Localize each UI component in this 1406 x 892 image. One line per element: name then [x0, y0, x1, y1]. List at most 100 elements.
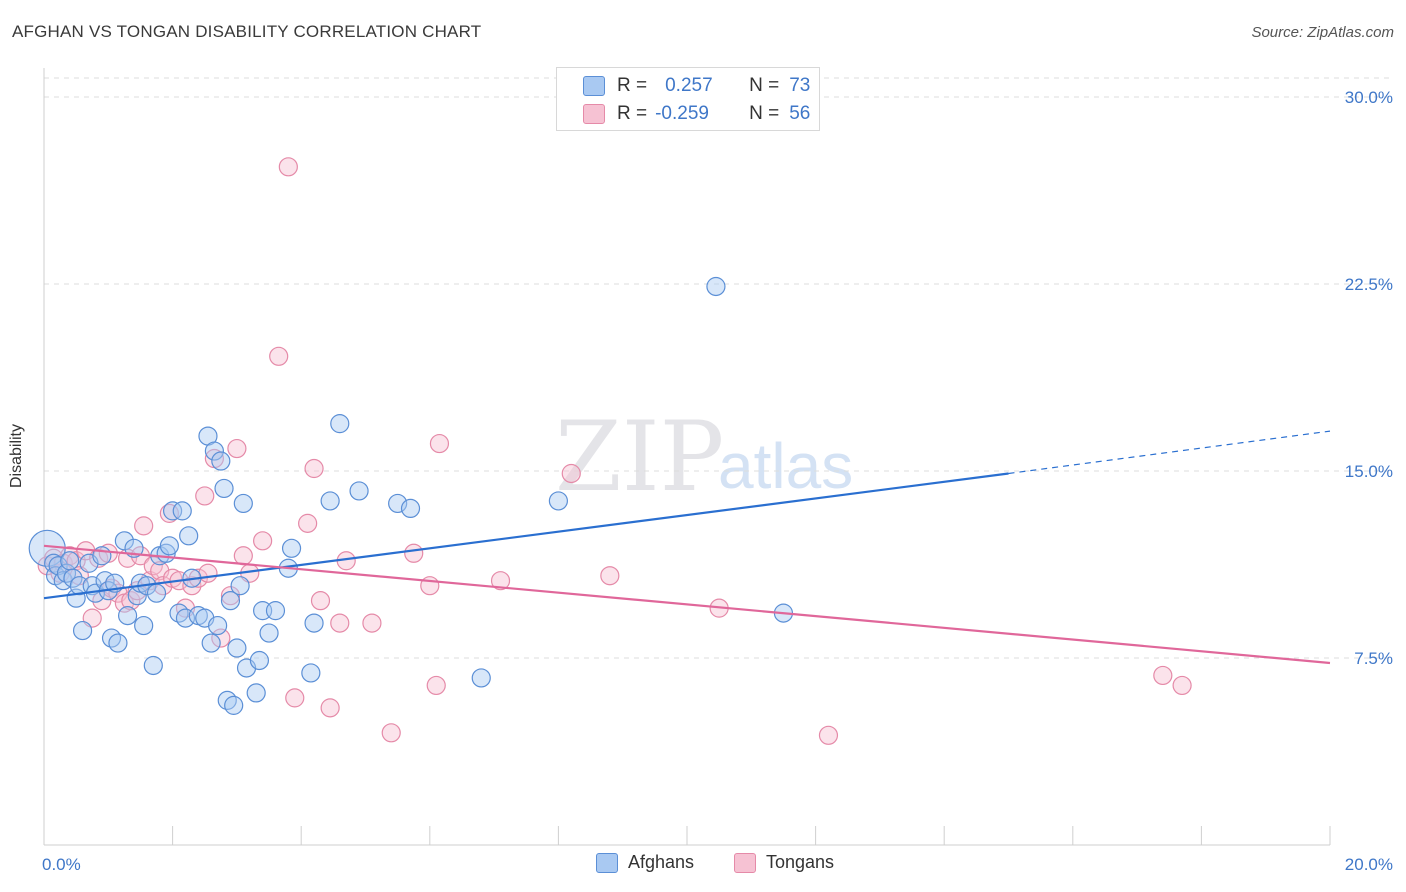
afghans-point — [220, 591, 241, 611]
afghans-point — [117, 606, 138, 626]
tongans-point — [561, 463, 581, 484]
afghans-point — [320, 491, 340, 511]
tongans-point — [182, 576, 202, 596]
afghans-point — [72, 620, 93, 641]
afghans-point — [471, 668, 491, 688]
afghans-point — [548, 491, 569, 511]
x-tick-label: 20.0% — [1345, 855, 1393, 874]
legend-n-value: 56 — [789, 103, 811, 124]
y-tick-label: 15.0% — [1345, 462, 1393, 481]
tongans-point — [320, 698, 340, 718]
legend-item-tongans[interactable]: Tongans — [734, 852, 834, 873]
afghans-point — [259, 623, 279, 643]
legend-row-afghans: R = 0.257 N = 73 — [583, 74, 810, 98]
afghans-legend-swatch — [596, 852, 618, 873]
afghans-point — [159, 536, 179, 556]
afghans-point — [265, 601, 286, 621]
tongans-point — [429, 433, 450, 454]
legend-n-label: N = — [749, 103, 780, 124]
tongans-point — [220, 586, 241, 606]
afghans-point — [349, 481, 369, 501]
tongans-point — [134, 516, 154, 536]
afghans-point — [233, 493, 253, 514]
tongans-point — [362, 613, 382, 633]
afghans-point — [60, 551, 80, 571]
tongans-point — [818, 725, 839, 745]
tongans-point — [285, 688, 305, 708]
tongans-point — [298, 513, 318, 533]
afghans-point — [330, 414, 350, 434]
afghans-point — [56, 563, 77, 583]
tongans-point — [195, 486, 215, 506]
correlation-legend: R = 0.257 N = 73 R = -0.259 N = 56 — [556, 67, 820, 131]
afghans-point — [304, 613, 324, 633]
legend-row-tongans: R = -0.259 N = 56 — [583, 102, 810, 126]
y-tick-label: 22.5% — [1345, 275, 1393, 294]
afghans-point — [204, 441, 224, 461]
trend-lines — [43, 430, 1331, 665]
tongans-point — [121, 591, 141, 611]
series-legend: Afghans Tongans — [0, 852, 1406, 878]
tongans-point — [404, 543, 424, 563]
afghans-point — [201, 633, 221, 653]
afghans-swatch — [583, 76, 605, 96]
afghans-trend-line — [43, 472, 1009, 600]
legend-item-afghans[interactable]: Afghans — [596, 852, 694, 873]
x-tick-labels: 0.0% 20.0% — [42, 855, 1393, 874]
afghans-point — [63, 568, 83, 588]
afghans-legend-label: Afghans — [628, 852, 695, 872]
tongans-point — [600, 566, 620, 586]
tongans-point — [426, 675, 446, 696]
afghans-point — [134, 615, 154, 636]
afghans-point — [224, 695, 244, 715]
legend-n-label: N = — [749, 75, 780, 96]
legend-r-value: 0.257 — [665, 75, 713, 96]
source-label: Source: ZipAtlas.com — [1251, 24, 1394, 41]
tongans-point — [1153, 665, 1173, 686]
tongans-point — [198, 563, 218, 583]
afghans-point — [114, 531, 134, 551]
legend-r-label: R = — [617, 75, 648, 96]
y-tick-label: 7.5% — [1354, 649, 1393, 668]
chart-title: AFGHAN VS TONGAN DISABILITY CORRELATION … — [12, 22, 482, 41]
afghans-point — [214, 478, 234, 499]
legend-r-label: R = — [617, 103, 648, 124]
tongans-point — [269, 346, 289, 366]
y-tick-labels: 7.5% 15.0% 22.5% 30.0% — [1345, 88, 1393, 668]
x-tick-label: 0.0% — [42, 855, 81, 874]
legend-r-value: -0.259 — [655, 103, 709, 124]
axes — [43, 68, 1331, 846]
tongans-point — [211, 628, 231, 648]
afghans-point — [230, 576, 250, 596]
afghans-point — [172, 501, 192, 521]
afghans-trend-extension — [1008, 430, 1331, 475]
legend-n-value: 73 — [789, 75, 811, 96]
afghans-point — [249, 650, 270, 671]
tongans-point — [1172, 675, 1192, 696]
tongans-point — [490, 571, 511, 591]
tongans-point — [253, 531, 273, 551]
tongans-point — [330, 613, 350, 633]
afghans-point — [246, 683, 266, 703]
afghans-point — [217, 690, 237, 710]
y-tick-label: 30.0% — [1345, 88, 1393, 107]
tongans-swatch — [583, 104, 605, 124]
watermark-atlas: atlas — [718, 430, 853, 502]
tongans-point — [304, 458, 324, 479]
tongans-point — [278, 157, 298, 177]
watermark-zip: ZIP — [555, 401, 724, 513]
tongans-point — [227, 438, 247, 459]
tongans-point — [310, 591, 331, 611]
afghans-point — [101, 628, 122, 648]
afghans-point — [211, 451, 231, 471]
afghans-point — [227, 638, 247, 658]
afghans-point — [388, 493, 408, 514]
afghans-point — [706, 276, 726, 297]
tongans-point — [381, 723, 401, 743]
tongans-point — [89, 548, 109, 568]
afghans-point — [179, 526, 199, 546]
afghans-point — [208, 615, 228, 636]
afghans-point — [163, 501, 183, 521]
